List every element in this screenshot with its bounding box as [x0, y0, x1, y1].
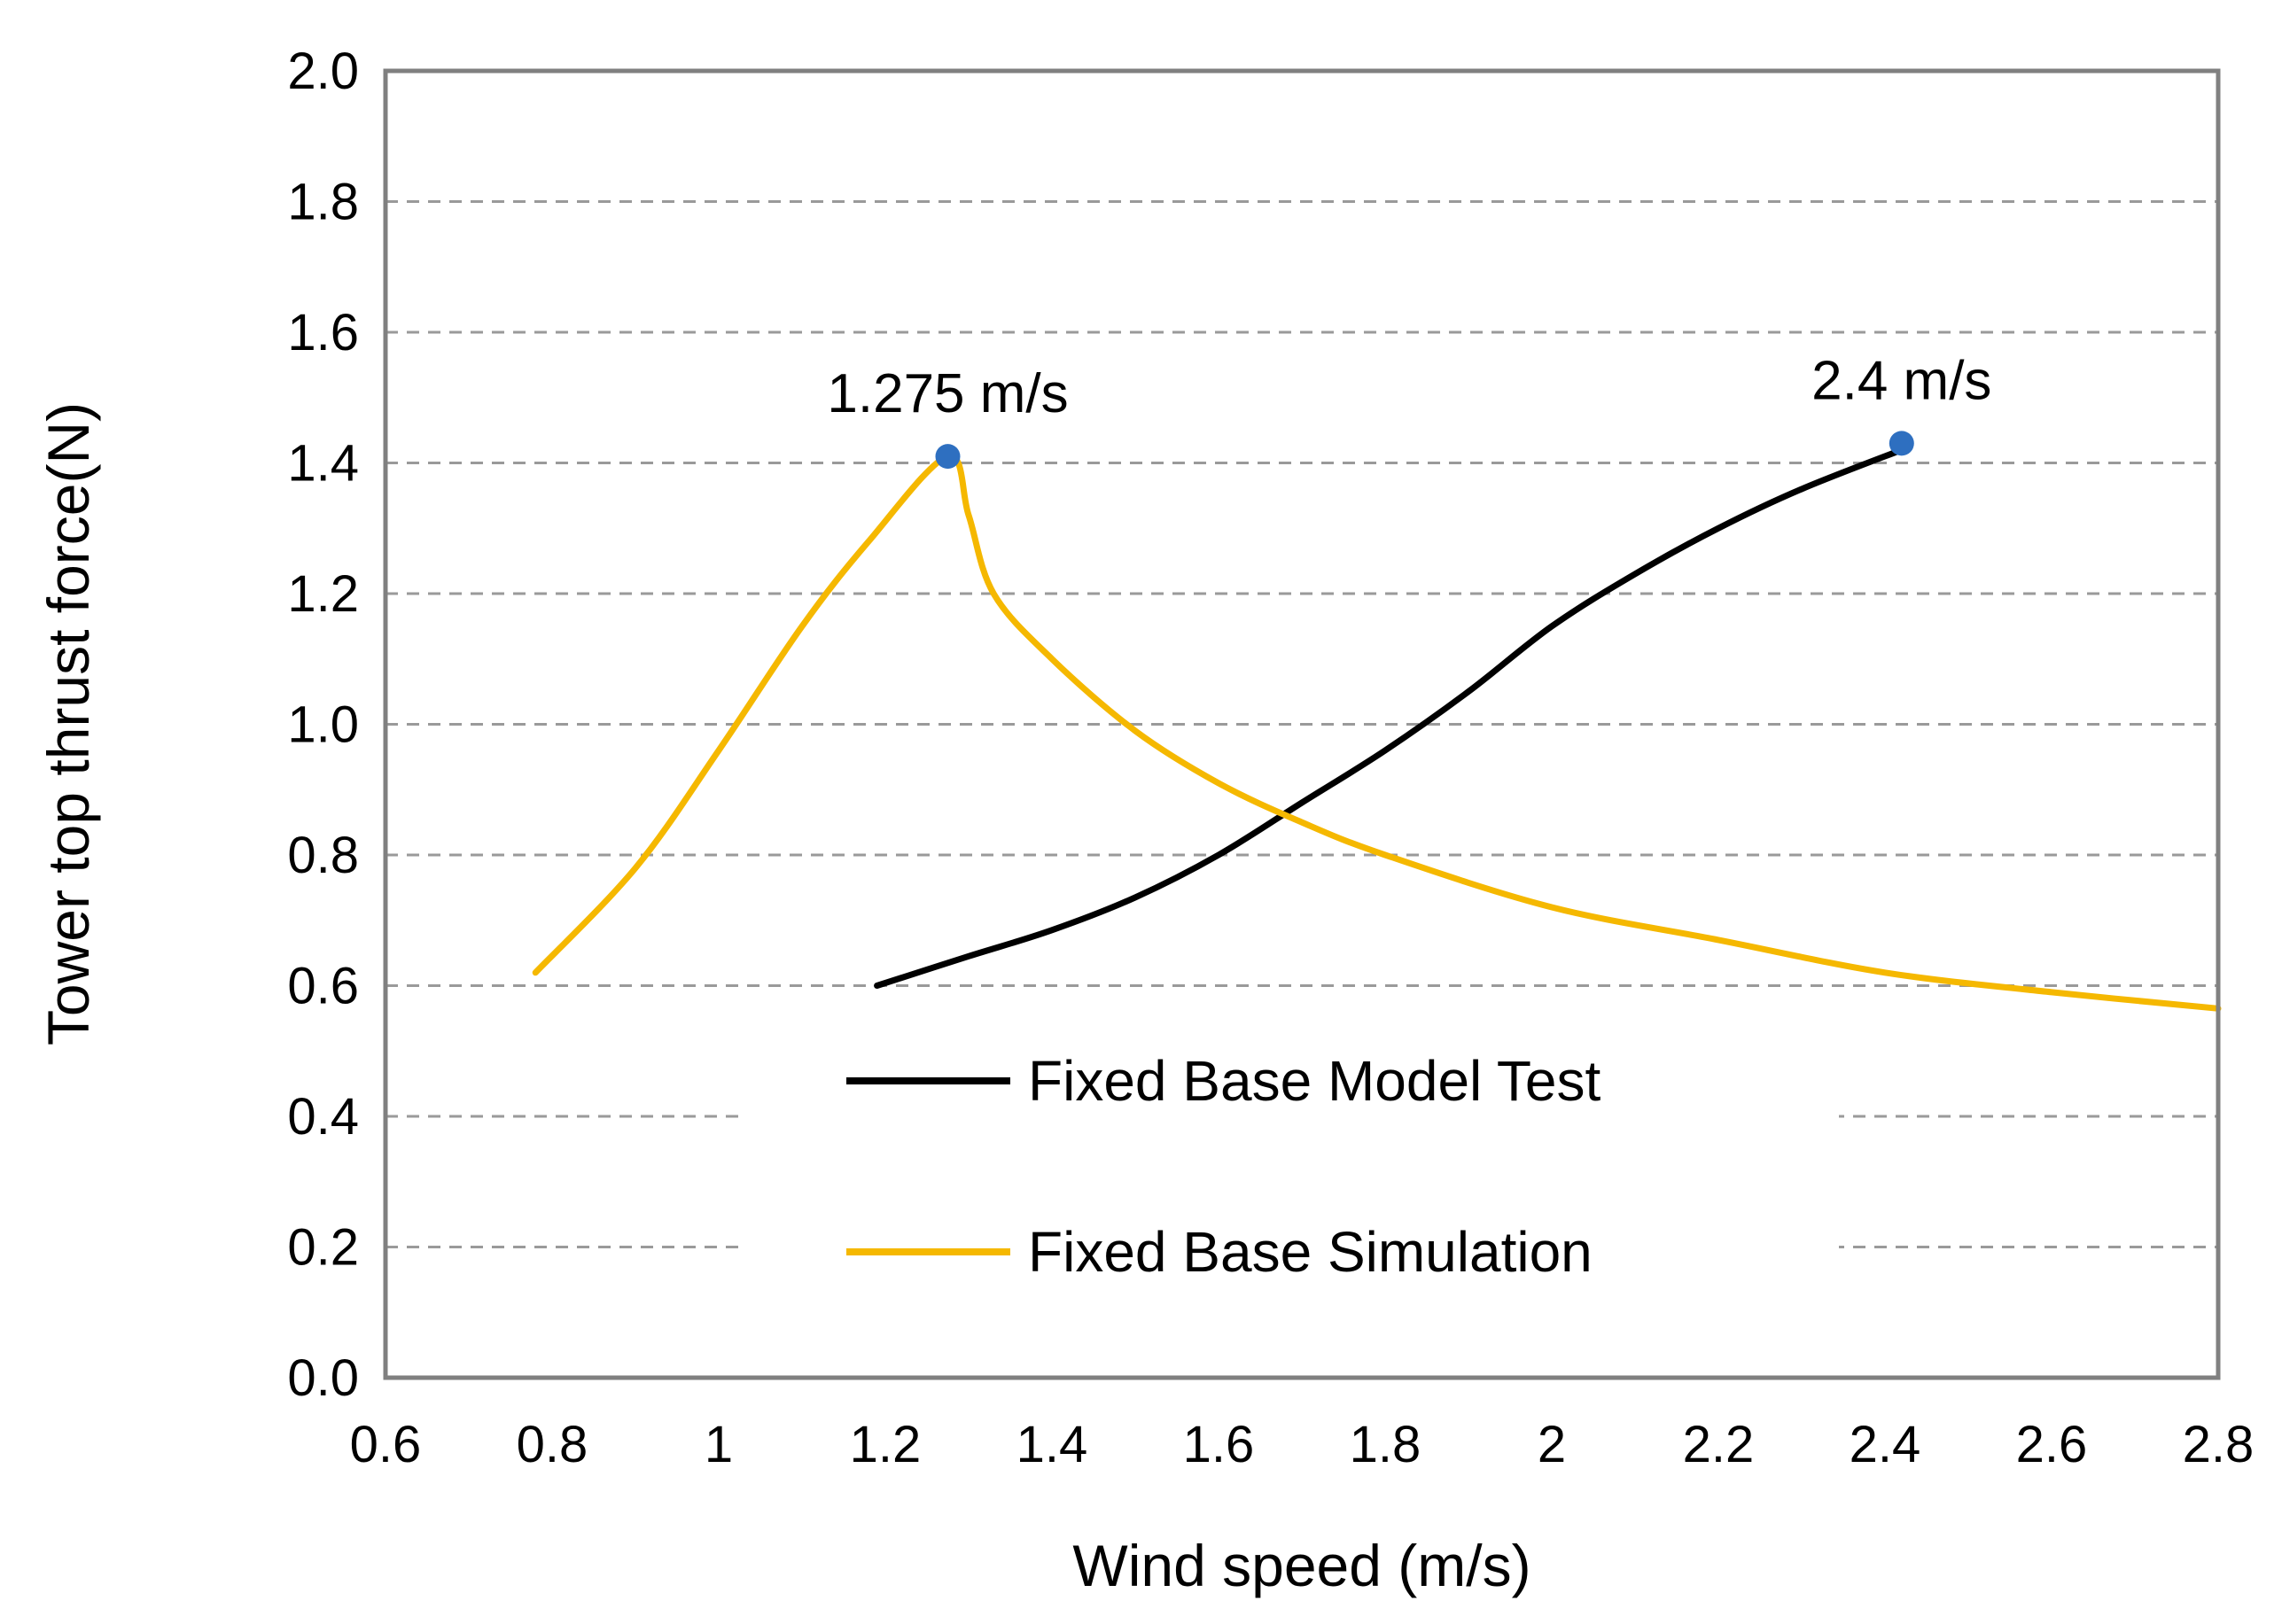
x-tick-label-1: 0.8	[517, 1416, 588, 1473]
legend-label-simulation: Fixed Base Simulation	[1028, 1220, 1593, 1284]
y-tick-label-3: 0.6	[287, 958, 359, 1015]
x-tick-label-4: 1.4	[1016, 1416, 1088, 1473]
peak-annotation-1: 2.4 m/s	[1811, 350, 1991, 411]
y-tick-label-9: 1.8	[287, 174, 359, 231]
y-tick-label-8: 1.6	[287, 304, 359, 361]
x-tick-label-9: 2.4	[1850, 1416, 1921, 1473]
x-tick-label-3: 1.2	[850, 1416, 922, 1473]
plot-frame	[383, 68, 2221, 1380]
marker-layer: 1.275 m/s 2.4 m/s	[827, 350, 1991, 470]
legend-label-model-test: Fixed Base Model Test	[1028, 1049, 1601, 1113]
y-tick-label-6: 1.2	[287, 565, 359, 623]
x-axis-title: Wind speed (m/s)	[1072, 1533, 1530, 1598]
y-tick-label-7: 1.4	[287, 435, 359, 493]
x-tick-labels: 0.6 0.8 1 1.2 1.4 1.6 1.8 2 2.2 2.4 2.6 2.8	[350, 1416, 2255, 1473]
x-tick-label-11: 2.8	[2183, 1416, 2255, 1473]
legend-background	[740, 1019, 1839, 1316]
series-layer	[532, 447, 2222, 1012]
x-tick-label-8: 2.2	[1683, 1416, 1755, 1473]
x-tick-label-2: 1	[705, 1416, 733, 1473]
peak-annotation-0: 1.275 m/s	[827, 363, 1068, 424]
x-tick-label-6: 1.8	[1350, 1416, 1421, 1473]
x-tick-label-7: 2	[1538, 1416, 1566, 1473]
series-line-simulation	[532, 453, 2222, 1012]
legend: Fixed Base Model Test Fixed Base Simulat…	[846, 1049, 1601, 1284]
series-line-model-test	[874, 447, 1905, 989]
y-tick-label-1: 0.2	[287, 1219, 359, 1277]
y-axis-title: Tower top thrust force(N)	[35, 402, 101, 1045]
y-tick-label-10: 2.0	[287, 43, 359, 100]
y-tick-label-5: 1.0	[287, 696, 359, 754]
x-tick-label-5: 1.6	[1183, 1416, 1255, 1473]
y-tick-label-2: 0.4	[287, 1088, 359, 1146]
peak-marker-1	[1889, 431, 1914, 456]
peak-marker-0	[935, 444, 961, 470]
x-tick-label-10: 2.6	[2016, 1416, 2088, 1473]
y-tick-labels: 0.0 0.2 0.4 0.6 0.8 1.0 1.2 1.4 1.6 1.8 2.0	[287, 43, 359, 1407]
x-tick-label-0: 0.6	[350, 1416, 422, 1473]
y-tick-label-0: 0.0	[287, 1349, 359, 1407]
y-tick-label-4: 0.8	[287, 827, 359, 884]
